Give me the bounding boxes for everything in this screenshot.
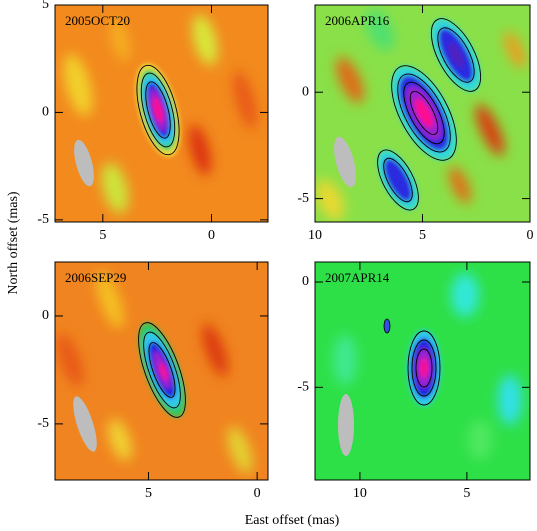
x-tick-label: 5 — [463, 486, 470, 501]
panel-title: 2007APR14 — [325, 270, 390, 285]
x-tick-label: 0 — [527, 228, 534, 243]
y-tick-label: -5 — [297, 191, 309, 206]
panel-title: 2006SEP29 — [65, 270, 126, 285]
x-tick-label: 5 — [145, 486, 152, 501]
map-image — [55, 262, 268, 480]
plot-frame — [314, 261, 531, 481]
x-tick-label: 0 — [254, 486, 261, 501]
map-image — [55, 5, 268, 222]
x-tick-label: 10 — [308, 228, 322, 243]
panel-title: 2005OCT20 — [65, 13, 130, 28]
x-axis-label: East offset (mas) — [245, 513, 340, 528]
y-tick-label: 5 — [42, 0, 49, 12]
y-axis-label: North offset (mas) — [6, 191, 21, 294]
y-tick-label: -5 — [37, 416, 49, 431]
x-tick-label: 5 — [419, 228, 426, 243]
x-tick-label: 0 — [208, 228, 215, 243]
plot-frame — [54, 4, 269, 223]
x-tick-label: 5 — [99, 228, 106, 243]
y-tick-label: 0 — [302, 84, 309, 99]
y-tick-label: -5 — [297, 380, 309, 395]
y-tick-label: 0 — [302, 274, 309, 289]
y-tick-label: 0 — [42, 308, 49, 323]
plot-frame — [54, 261, 269, 481]
x-tick-label: 10 — [353, 486, 367, 501]
map-image — [315, 262, 530, 480]
y-tick-label: -5 — [37, 212, 49, 227]
panel-title: 2006APR16 — [325, 13, 390, 28]
map-image — [315, 5, 530, 222]
y-tick-label: 0 — [42, 105, 49, 120]
